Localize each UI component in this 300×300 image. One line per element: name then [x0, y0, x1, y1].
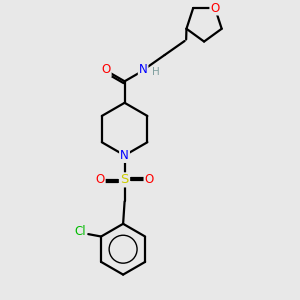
Text: H: H — [152, 67, 160, 77]
Text: N: N — [139, 63, 148, 76]
Text: Cl: Cl — [74, 225, 86, 238]
Text: S: S — [120, 173, 129, 186]
Text: O: O — [95, 173, 105, 186]
Text: O: O — [210, 2, 220, 14]
Text: O: O — [145, 173, 154, 186]
Text: N: N — [120, 149, 129, 162]
Text: O: O — [101, 63, 111, 76]
Text: N: N — [120, 149, 129, 162]
